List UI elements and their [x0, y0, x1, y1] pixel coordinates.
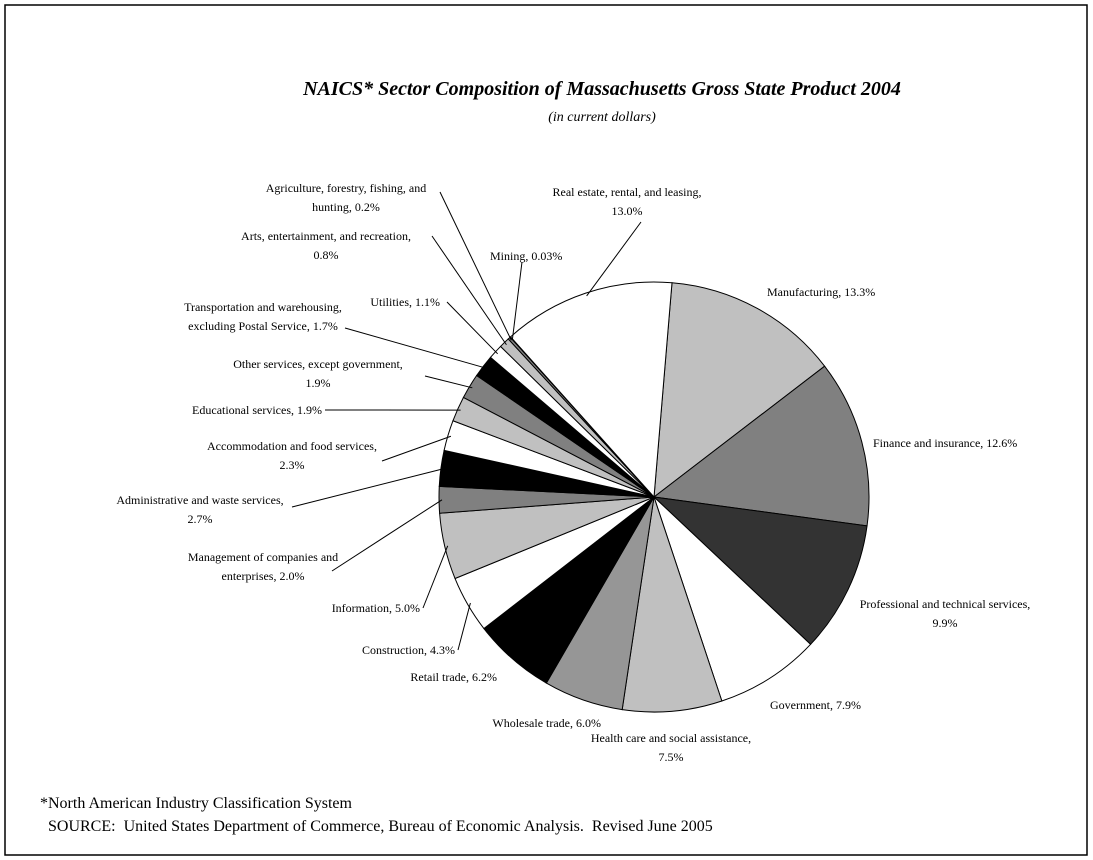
leader-line	[457, 602, 471, 651]
slice-label: Manufacturing, 13.3%	[767, 285, 875, 299]
slice-label: Information, 5.0%	[332, 601, 420, 615]
slice-label-line: Management of companies and	[188, 550, 338, 564]
slice-label: Arts, entertainment, and recreation, 0.8%	[241, 229, 411, 262]
slice-label: Finance and insurance, 12.6%	[873, 436, 1017, 450]
slice-label-line: 9.9%	[933, 616, 958, 630]
slice-label: Construction, 4.3%	[362, 643, 455, 657]
chart-title: NAICS* Sector Composition of Massachuset…	[302, 78, 901, 100]
slice-label-line: Agriculture, forestry, fishing, and	[266, 181, 427, 195]
slice-label-line: 7.5%	[659, 750, 684, 764]
slice-label-line: Health care and social assistance,	[591, 731, 751, 745]
slice-label-line: Wholesale trade, 6.0%	[492, 716, 601, 730]
chart-subtitle: (in current dollars)	[548, 110, 656, 125]
slice-label-line: Professional and technical services,	[860, 597, 1031, 611]
slice-label-line: enterprises, 2.0%	[222, 569, 305, 583]
slice-label: Real estate, rental, and leasing, 13.0%	[553, 185, 702, 218]
leader-line	[344, 327, 486, 369]
leader-line	[291, 468, 445, 508]
slice-label-line: Transportation and warehousing,	[184, 300, 342, 314]
slice-label: Utilities, 1.1%	[370, 295, 440, 309]
slice-label-line: Retail trade, 6.2%	[410, 670, 497, 684]
leader-line	[424, 375, 473, 389]
slice-label: Health care and social assistance, 7.5%	[591, 731, 751, 764]
labels: Manufacturing, 13.3% Finance and insuranc…	[116, 181, 1030, 764]
slice-label-line: Construction, 4.3%	[362, 643, 455, 657]
source-note: SOURCE: United States Department of Comm…	[48, 818, 713, 835]
slice-label-line: Information, 5.0%	[332, 601, 420, 615]
leader-line	[381, 435, 452, 462]
slice-label: Mining, 0.03%	[490, 249, 562, 263]
slice-label: Professional and technical services, 9.9%	[860, 597, 1031, 630]
leader-line	[586, 221, 642, 297]
slice-label-line: 2.7%	[188, 512, 213, 526]
slice-label-line: Educational services, 1.9%	[192, 403, 322, 417]
slice-label-line: Government, 7.9%	[770, 698, 861, 712]
slice-label: Wholesale trade, 6.0%	[492, 716, 601, 730]
slice-label-line: 1.9%	[306, 376, 331, 390]
slice-label-line: Other services, except government,	[233, 357, 403, 371]
slice-label-line: excluding Postal Service, 1.7%	[188, 319, 338, 333]
slice-label: Transportation and warehousing, excluding…	[184, 300, 342, 333]
slice-label-line: Finance and insurance, 12.6%	[873, 436, 1017, 450]
footnote: *North American Industry Classification …	[40, 795, 353, 812]
pie-slice	[653, 496, 812, 702]
pie-slice	[652, 496, 868, 646]
leader-line	[431, 235, 507, 346]
pie	[438, 281, 870, 713]
slice-label: Government, 7.9%	[770, 698, 861, 712]
slice-label-line: Utilities, 1.1%	[370, 295, 440, 309]
slice-label-line: Manufacturing, 13.3%	[767, 285, 875, 299]
pie-slice	[509, 281, 673, 499]
slice-label-line: 0.8%	[314, 248, 339, 262]
slice-label: Administrative and waste services, 2.7%	[116, 493, 283, 526]
leader-line	[511, 261, 523, 340]
slice-label-line: Arts, entertainment, and recreation,	[241, 229, 411, 243]
leader-line	[331, 499, 443, 572]
slice-label: Educational services, 1.9%	[192, 403, 322, 417]
leader-line	[439, 191, 512, 341]
pie-slice	[621, 496, 723, 713]
slice-label: Accommodation and food services, 2.3%	[207, 439, 377, 472]
slice-label-line: 2.3%	[280, 458, 305, 472]
slice-label-line: hunting, 0.2%	[312, 200, 380, 214]
slice-label: Agriculture, forestry, fishing, and hunti…	[266, 181, 427, 214]
slice-label-line: 13.0%	[612, 204, 643, 218]
slice-label-line: Real estate, rental, and leasing,	[553, 185, 702, 199]
slice-label: Retail trade, 6.2%	[410, 670, 497, 684]
leader-line	[446, 301, 499, 355]
pie-slice	[653, 282, 826, 499]
slice-label-line: Administrative and waste services,	[116, 493, 283, 507]
pie-slice	[652, 365, 870, 527]
slice-label: Management of companies and enterprises, …	[188, 550, 338, 583]
slice-label-line: Mining, 0.03%	[490, 249, 562, 263]
slice-label-line: Accommodation and food services,	[207, 439, 377, 453]
slice-label: Other services, except government, 1.9%	[233, 357, 403, 390]
leader-line	[422, 545, 449, 609]
